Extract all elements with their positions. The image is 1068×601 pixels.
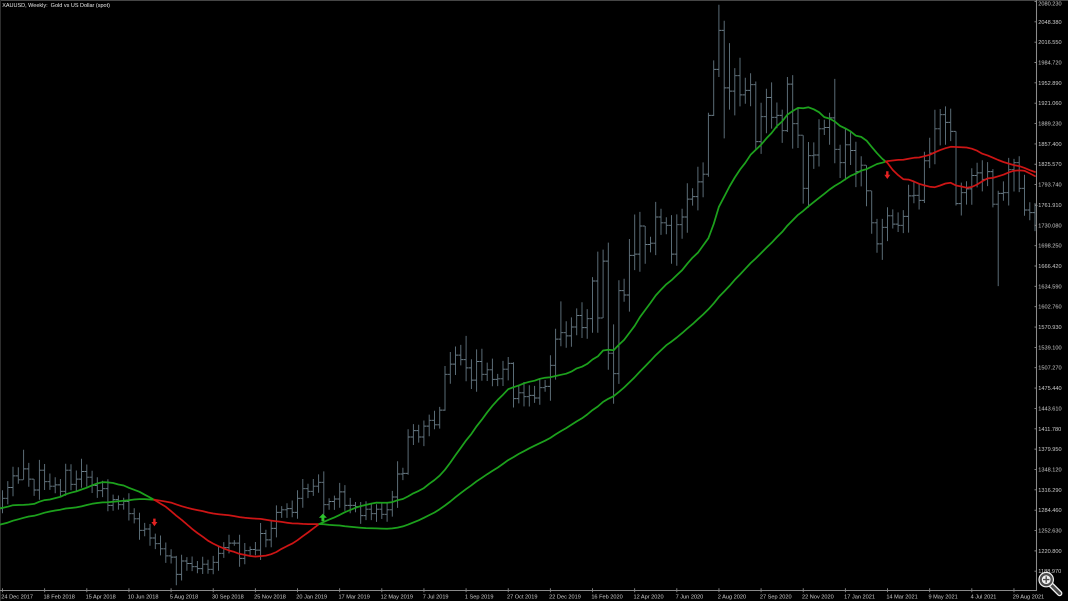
svg-text:1 Sep 2019: 1 Sep 2019 — [465, 594, 494, 600]
svg-text:2080.230: 2080.230 — [1038, 2, 1061, 8]
svg-text:1793.740: 1793.740 — [1038, 183, 1061, 189]
svg-text:30 Sep 2018: 30 Sep 2018 — [212, 594, 244, 600]
svg-text:XAUUSD, Weekly: Gold vs US Do: XAUUSD, Weekly: Gold vs US Dollar (spot) — [2, 3, 110, 9]
svg-text:1921.060: 1921.060 — [1038, 101, 1061, 107]
svg-text:1952.890: 1952.890 — [1038, 81, 1061, 87]
svg-text:7 Jun 2020: 7 Jun 2020 — [676, 594, 704, 600]
svg-text:1220.800: 1220.800 — [1038, 549, 1061, 555]
svg-text:10 Jun 2018: 10 Jun 2018 — [128, 594, 159, 600]
svg-text:14 Mar 2021: 14 Mar 2021 — [886, 594, 917, 600]
svg-text:1252.630: 1252.630 — [1038, 529, 1061, 535]
svg-text:1475.440: 1475.440 — [1038, 386, 1061, 392]
svg-text:29 Aug 2021: 29 Aug 2021 — [1013, 594, 1044, 600]
svg-text:4 Jul 2021: 4 Jul 2021 — [971, 594, 997, 600]
svg-text:1570.930: 1570.930 — [1038, 325, 1061, 331]
svg-text:2 Aug 2020: 2 Aug 2020 — [718, 594, 746, 600]
svg-text:27 Sep 2020: 27 Sep 2020 — [760, 594, 792, 600]
svg-text:1539.100: 1539.100 — [1038, 345, 1061, 351]
svg-text:1188.970: 1188.970 — [1038, 569, 1061, 575]
svg-text:24 Dec 2017: 24 Dec 2017 — [1, 594, 33, 600]
svg-text:1825.570: 1825.570 — [1038, 162, 1061, 168]
svg-text:1284.460: 1284.460 — [1038, 508, 1061, 514]
svg-text:2048.380: 2048.380 — [1038, 20, 1061, 26]
svg-text:12 Apr 2020: 12 Apr 2020 — [633, 594, 663, 600]
svg-text:25 Nov 2018: 25 Nov 2018 — [254, 594, 286, 600]
svg-text:17 Jan 2021: 17 Jan 2021 — [844, 594, 875, 600]
svg-text:17 Mar 2019: 17 Mar 2019 — [338, 594, 369, 600]
svg-text:1443.610: 1443.610 — [1038, 406, 1061, 412]
svg-text:22 Nov 2020: 22 Nov 2020 — [802, 594, 834, 600]
svg-text:1761.910: 1761.910 — [1038, 203, 1061, 209]
svg-text:5 Aug 2018: 5 Aug 2018 — [170, 594, 198, 600]
svg-text:22 Dec 2019: 22 Dec 2019 — [549, 594, 581, 600]
svg-text:1348.120: 1348.120 — [1038, 467, 1061, 473]
svg-text:1634.590: 1634.590 — [1038, 284, 1061, 290]
svg-text:2016.550: 2016.550 — [1038, 40, 1061, 46]
svg-text:1507.270: 1507.270 — [1038, 366, 1061, 372]
svg-text:1316.290: 1316.290 — [1038, 488, 1061, 494]
svg-text:7 Jul 2019: 7 Jul 2019 — [423, 594, 449, 600]
svg-text:1379.950: 1379.950 — [1038, 447, 1061, 453]
svg-text:15 Apr 2018: 15 Apr 2018 — [86, 594, 116, 600]
svg-text:18 Feb 2018: 18 Feb 2018 — [43, 594, 74, 600]
svg-text:27 Oct 2019: 27 Oct 2019 — [507, 594, 537, 600]
svg-text:16 Feb 2020: 16 Feb 2020 — [591, 594, 622, 600]
svg-text:1602.760: 1602.760 — [1038, 305, 1061, 311]
svg-text:1889.230: 1889.230 — [1038, 122, 1061, 128]
svg-text:1411.780: 1411.780 — [1038, 427, 1061, 433]
svg-text:1857.400: 1857.400 — [1038, 142, 1061, 148]
svg-text:9 May 2021: 9 May 2021 — [928, 594, 957, 600]
svg-text:1984.720: 1984.720 — [1038, 61, 1061, 67]
svg-text:1666.420: 1666.420 — [1038, 264, 1061, 270]
svg-text:1698.250: 1698.250 — [1038, 244, 1061, 250]
svg-text:20 Jan 2019: 20 Jan 2019 — [296, 594, 327, 600]
svg-text:12 May 2019: 12 May 2019 — [381, 594, 413, 600]
svg-text:1730.080: 1730.080 — [1038, 223, 1061, 229]
